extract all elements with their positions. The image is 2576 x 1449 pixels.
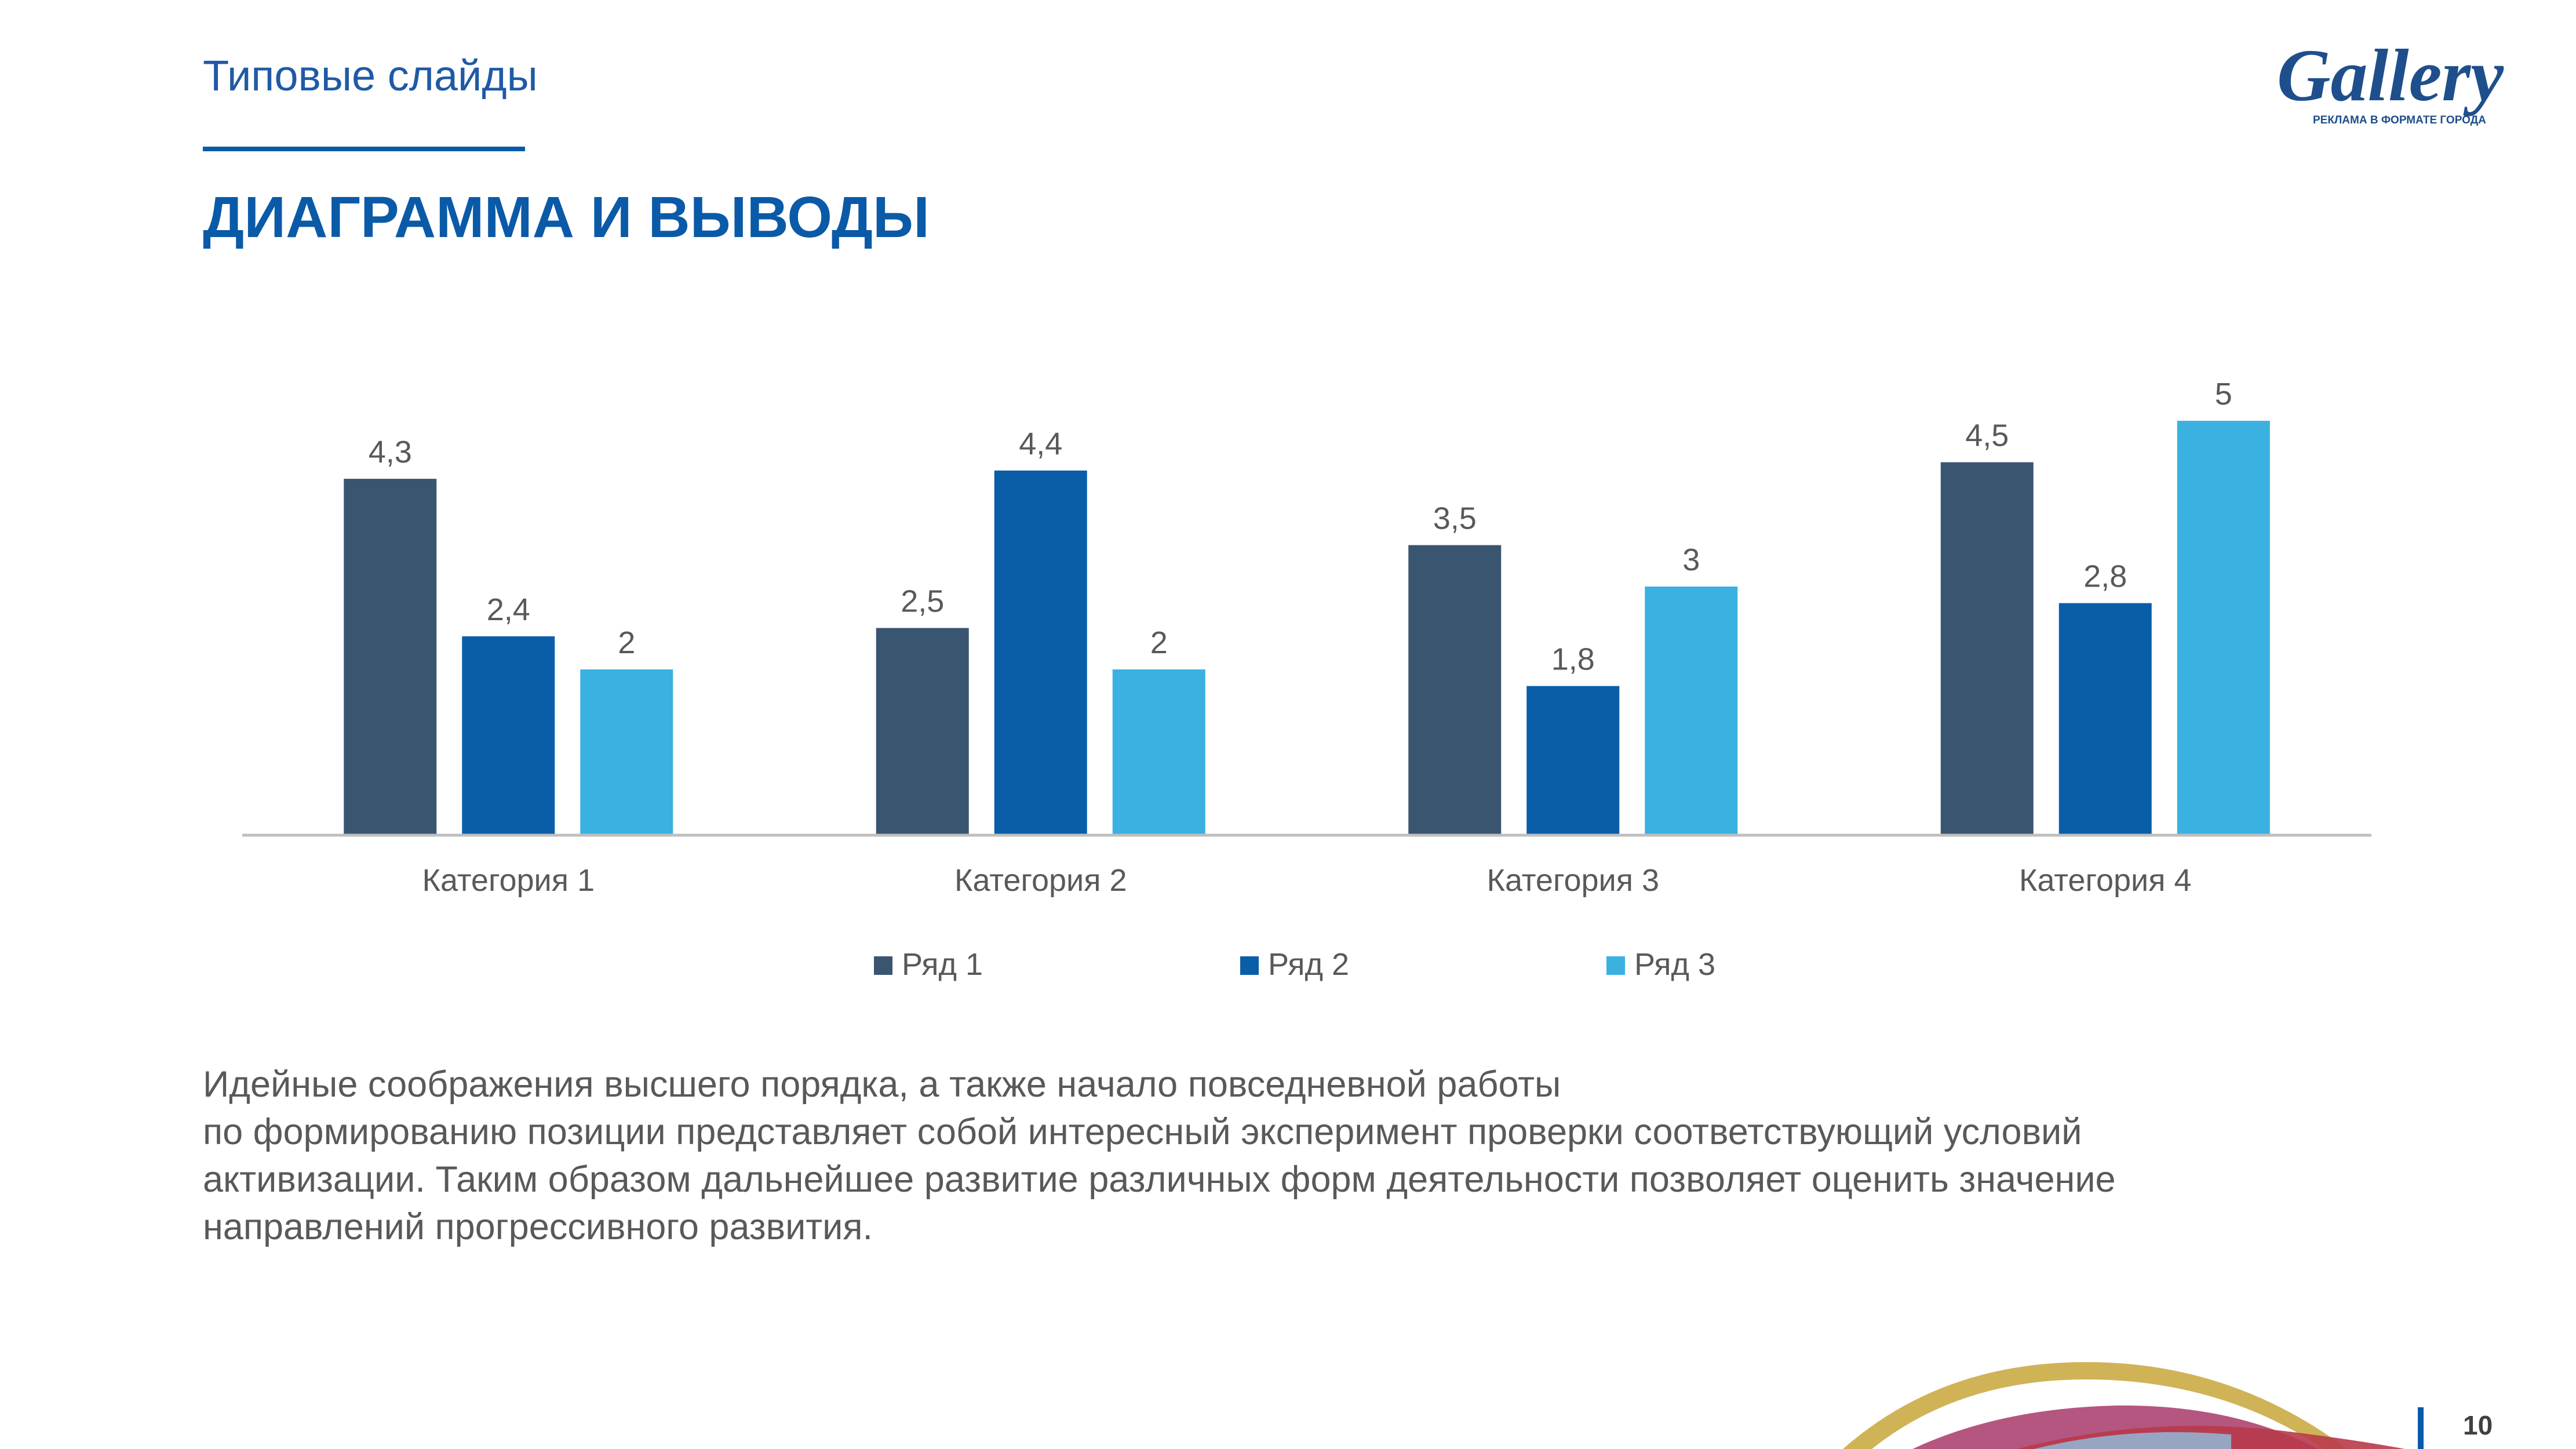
data-label-series3-cat1: 2 [618, 625, 635, 660]
body-paragraph: Идейные соображения высшего порядка, а т… [203, 1061, 2405, 1251]
data-label-series3-cat4: 5 [2215, 377, 2232, 412]
body-line-4: направлений прогрессивного развития. [203, 1207, 873, 1247]
body-line-1: Идейные соображения высшего порядка, а т… [203, 1064, 1561, 1105]
data-label-series3-cat3: 3 [1682, 543, 1700, 577]
gallery-logo: Gallery РЕКЛАМА В ФОРМАТЕ ГОРОДА [2277, 34, 2504, 126]
data-label-series1-cat2: 2,5 [901, 584, 944, 619]
legend-swatch-series1 [874, 956, 892, 975]
logo-wordmark: Gallery [2277, 34, 2504, 116]
bar-series2-cat2 [994, 470, 1087, 835]
bar-series1-cat4 [1940, 462, 2034, 835]
data-label-series1-cat3: 3,5 [1433, 501, 1477, 536]
data-label-series2-cat3: 1,8 [1551, 642, 1595, 677]
bar-chart: 4,3 2,4 2 2,5 4,4 2 3,5 1,8 3 4,5 2,8 5 Категория 1… [242, 377, 2371, 982]
data-labels-layer: 4,3 2,4 2 2,5 4,4 2 3,5 1,8 3 4,5 2,8 5 [369, 377, 2232, 677]
legend-label-series3: Ряд 3 [1634, 947, 1715, 982]
bar-series2-cat4 [2058, 603, 2152, 835]
section-underline [203, 147, 525, 151]
slide-title: ДИАГРАММА И ВЫВОДЫ [203, 185, 930, 250]
data-label-series3-cat2: 2 [1150, 625, 1168, 660]
category-label-1: Категория 1 [422, 863, 595, 898]
bars-layer [344, 421, 2270, 835]
legend-label-series1: Ряд 1 [902, 947, 983, 982]
bar-series2-cat1 [462, 636, 555, 835]
page-number: 10 [2463, 1410, 2493, 1440]
decorative-ribbons [1843, 1362, 2405, 1449]
bar-series3-cat4 [2177, 421, 2270, 835]
logo-tagline: РЕКЛАМА В ФОРМАТЕ ГОРОДА [2313, 114, 2486, 126]
category-label-3: Категория 3 [1487, 863, 1659, 898]
legend: Ряд 1 Ряд 2 Ряд 3 [874, 947, 1715, 982]
section-label: Типовые слайды [203, 52, 538, 100]
body-line-3: активизации. Таким образом дальнейшее ра… [203, 1159, 2116, 1200]
bar-series3-cat3 [1645, 587, 1738, 835]
bar-series3-cat1 [580, 669, 673, 835]
data-label-series2-cat4: 2,8 [2083, 559, 2127, 594]
data-label-series1-cat4: 4,5 [1965, 418, 2009, 453]
data-label-series2-cat2: 4,4 [1019, 427, 1062, 461]
category-label-4: Категория 4 [2019, 863, 2191, 898]
data-label-series1-cat1: 4,3 [369, 435, 412, 469]
body-line-2: по формированию позиции представляет соб… [203, 1112, 2082, 1152]
category-ticks-layer: Категория 1 Категория 2 Категория 3 Категор… [422, 863, 2192, 898]
data-label-series2-cat1: 2,4 [487, 592, 530, 627]
bar-series3-cat2 [1112, 669, 1205, 835]
bar-series1-cat2 [876, 628, 969, 835]
bar-series1-cat3 [1408, 545, 1502, 835]
bar-series1-cat1 [344, 479, 437, 835]
bar-series2-cat3 [1526, 686, 1620, 835]
category-label-2: Категория 2 [954, 863, 1127, 898]
page-number-marker [2418, 1407, 2424, 1449]
legend-label-series2: Ряд 2 [1268, 947, 1349, 982]
legend-swatch-series2 [1240, 956, 1259, 975]
legend-swatch-series3 [1606, 956, 1625, 975]
